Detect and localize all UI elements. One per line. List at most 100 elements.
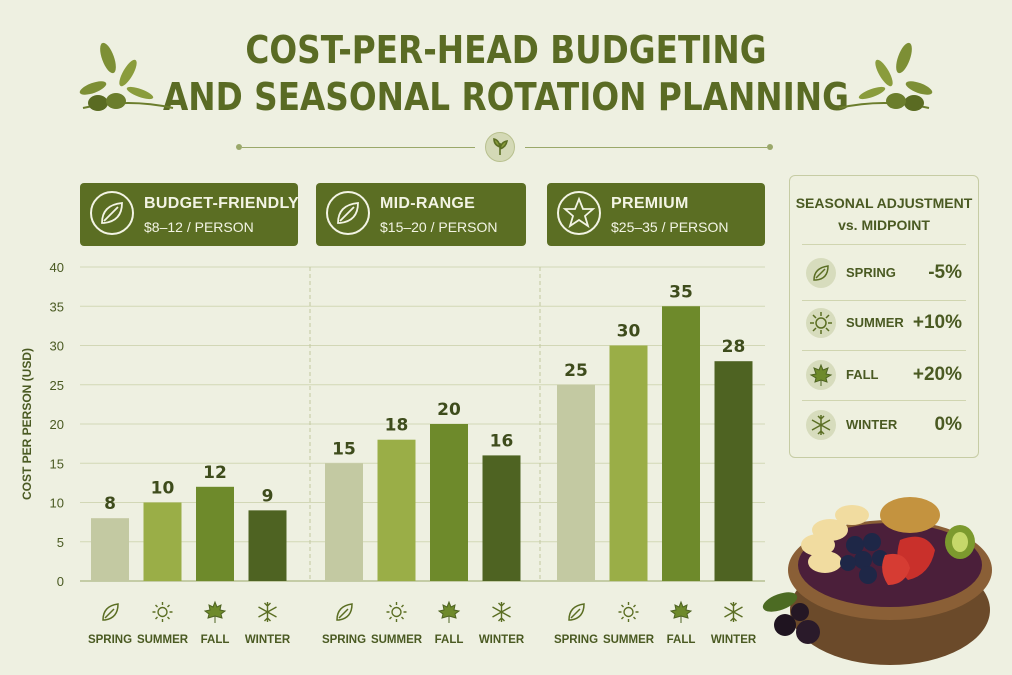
- sun-icon: [152, 602, 173, 622]
- maple-leaf-icon: [806, 360, 836, 390]
- adjustment-value: 0%: [934, 414, 962, 435]
- snowflake-icon: [258, 602, 277, 622]
- leaf-icon: [336, 603, 353, 621]
- y-tick-label: 25: [50, 378, 64, 393]
- adjustment-divider: [802, 300, 966, 301]
- adjustment-divider: [802, 244, 966, 245]
- adjustment-season: FALL: [846, 367, 879, 382]
- adjustment-row-winter: WINTER 0%: [790, 406, 978, 446]
- adjustment-season: SUMMER: [846, 315, 904, 330]
- x-tick-label: SPRING: [554, 634, 598, 646]
- adjustment-title: SEASONAL ADJUSTMENT vs. MIDPOINT: [790, 192, 978, 236]
- snowflake-icon: [492, 602, 511, 622]
- adjustment-divider: [802, 400, 966, 401]
- adjustment-row-summer: SUMMER +10%: [790, 304, 978, 344]
- bar: [430, 424, 468, 581]
- maple-leaf-icon: [669, 600, 693, 623]
- y-tick-label: 20: [50, 417, 64, 432]
- x-tick-label: FALL: [201, 634, 230, 646]
- x-tick-label: SUMMER: [603, 634, 655, 646]
- olive-branch-right-icon: [838, 42, 933, 111]
- star-icon: [557, 191, 601, 235]
- bar-value-label: 30: [617, 322, 641, 342]
- x-tick-label: WINTER: [711, 634, 757, 646]
- bar: [377, 439, 416, 581]
- adjustment-season: SPRING: [846, 265, 896, 280]
- cost-chart: 0 5 10 15 20 25 30 35 40 COST PER PERSON (USD) 8 SP…: [20, 260, 765, 646]
- title-line-1: COST-PER-HEAD BUDGETING: [245, 28, 767, 72]
- acai-bowl-image: [762, 497, 992, 665]
- bar-value-label: 20: [437, 400, 461, 420]
- maple-leaf-icon: [203, 600, 227, 623]
- tier-price: $25–35 / PERSON: [611, 219, 729, 235]
- leaf-icon: [326, 191, 370, 235]
- x-tick-label: FALL: [667, 634, 696, 646]
- bar-value-label: 35: [669, 282, 693, 302]
- leaf-badge-icon: [485, 132, 515, 162]
- bar: [248, 510, 287, 581]
- tier-name: BUDGET-FRIENDLY: [144, 195, 300, 212]
- bar-value-label: 8: [104, 494, 116, 514]
- leaf-icon: [102, 603, 119, 621]
- snowflake-icon: [806, 410, 836, 440]
- bar: [143, 502, 182, 581]
- y-tick-label: 0: [57, 574, 64, 589]
- bar-value-label: 15: [332, 439, 356, 459]
- y-tick-label: 35: [50, 299, 64, 314]
- y-tick-label: 40: [50, 260, 64, 275]
- adjustment-value: +20%: [912, 364, 962, 385]
- bar: [482, 455, 521, 581]
- divider-left: [242, 147, 475, 148]
- adjustment-row-fall: FALL +20%: [790, 356, 978, 396]
- bar: [714, 361, 753, 581]
- bar-value-label: 28: [722, 337, 746, 357]
- bar: [557, 384, 595, 581]
- bar-value-label: 9: [262, 486, 274, 506]
- leaf-icon: [806, 258, 836, 288]
- adjustment-value: -5%: [928, 262, 962, 283]
- sun-icon: [386, 602, 407, 622]
- bar: [91, 518, 129, 581]
- y-axis-title: COST PER PERSON (USD): [20, 348, 34, 500]
- bar: [662, 306, 700, 581]
- adjustment-divider: [802, 350, 966, 351]
- divider-dot-right: [767, 144, 773, 150]
- tier-premium: PREMIUM $25–35 / PERSON: [547, 183, 765, 246]
- tier-budget-friendly: BUDGET-FRIENDLY $8–12 / PERSON: [80, 183, 300, 246]
- bar-value-label: 18: [385, 416, 409, 436]
- bar-value-label: 10: [151, 479, 175, 499]
- y-tick-label: 5: [57, 535, 64, 550]
- adjustment-title-line-1: SEASONAL ADJUSTMENT: [795, 195, 973, 211]
- olive-branch-left-icon: [79, 42, 174, 111]
- x-tick-label: FALL: [435, 634, 464, 646]
- leaf-icon: [90, 191, 134, 235]
- divider-right: [525, 147, 767, 148]
- bar-value-label: 16: [490, 431, 514, 451]
- x-tick-label: SUMMER: [137, 634, 189, 646]
- bar: [325, 463, 363, 581]
- y-tick-label: 30: [50, 339, 64, 354]
- x-tick-label: SPRING: [322, 634, 366, 646]
- x-tick-label: SPRING: [88, 634, 132, 646]
- leaf-icon: [568, 603, 585, 621]
- x-tick-label: WINTER: [245, 634, 291, 646]
- adjustment-value: +10%: [912, 312, 962, 333]
- bar-value-label: 25: [564, 361, 588, 381]
- sun-icon: [618, 602, 639, 622]
- sun-icon: [806, 308, 836, 338]
- seasonal-adjustment-panel: SEASONAL ADJUSTMENT vs. MIDPOINT SPRING …: [789, 175, 979, 458]
- divider-dot-left: [236, 144, 242, 150]
- adjustment-season: WINTER: [846, 417, 898, 432]
- x-tick-label: SUMMER: [371, 634, 423, 646]
- adjustment-title-line-2: vs. MIDPOINT: [838, 217, 930, 233]
- title-line-2: AND SEASONAL ROTATION PLANNING: [163, 75, 849, 119]
- tier-price: $15–20 / PERSON: [380, 219, 498, 235]
- y-tick-label: 10: [50, 496, 64, 511]
- snowflake-icon: [724, 602, 743, 622]
- tier-price: $8–12 / PERSON: [144, 219, 254, 235]
- bar-value-label: 12: [203, 463, 227, 483]
- tier-name: PREMIUM: [611, 195, 689, 212]
- tier-mid-range: MID-RANGE $15–20 / PERSON: [316, 183, 526, 246]
- tier-name: MID-RANGE: [380, 195, 476, 212]
- y-tick-label: 15: [50, 456, 64, 471]
